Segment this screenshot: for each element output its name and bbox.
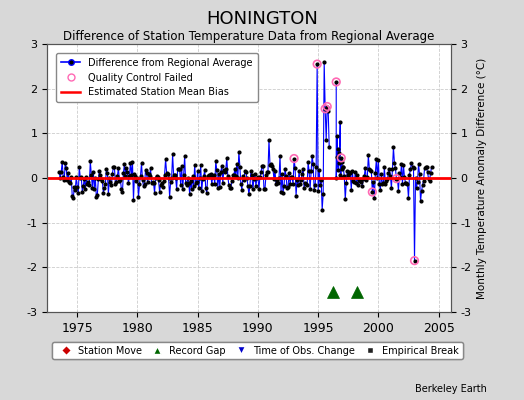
Point (313, 61, 321, 67)
Point (321, 106, 330, 112)
Point (410, 258, 419, 264)
Y-axis label: Monthly Temperature Anomaly Difference (°C): Monthly Temperature Anomaly Difference (… (477, 57, 487, 299)
Point (392, 176, 401, 182)
Point (290, 155, 298, 162)
Point (337, 155, 345, 161)
Text: HONINGTON: HONINGTON (206, 10, 318, 28)
Point (332, 79, 341, 85)
Point (323, 103, 331, 110)
Title: Difference of Station Temperature Data from Regional Average: Difference of Station Temperature Data f… (63, 30, 434, 43)
Legend: Station Move, Record Gap, Time of Obs. Change, Empirical Break: Station Move, Record Gap, Time of Obs. C… (52, 342, 463, 359)
Text: Berkeley Earth: Berkeley Earth (416, 384, 487, 394)
Point (368, 189, 377, 195)
